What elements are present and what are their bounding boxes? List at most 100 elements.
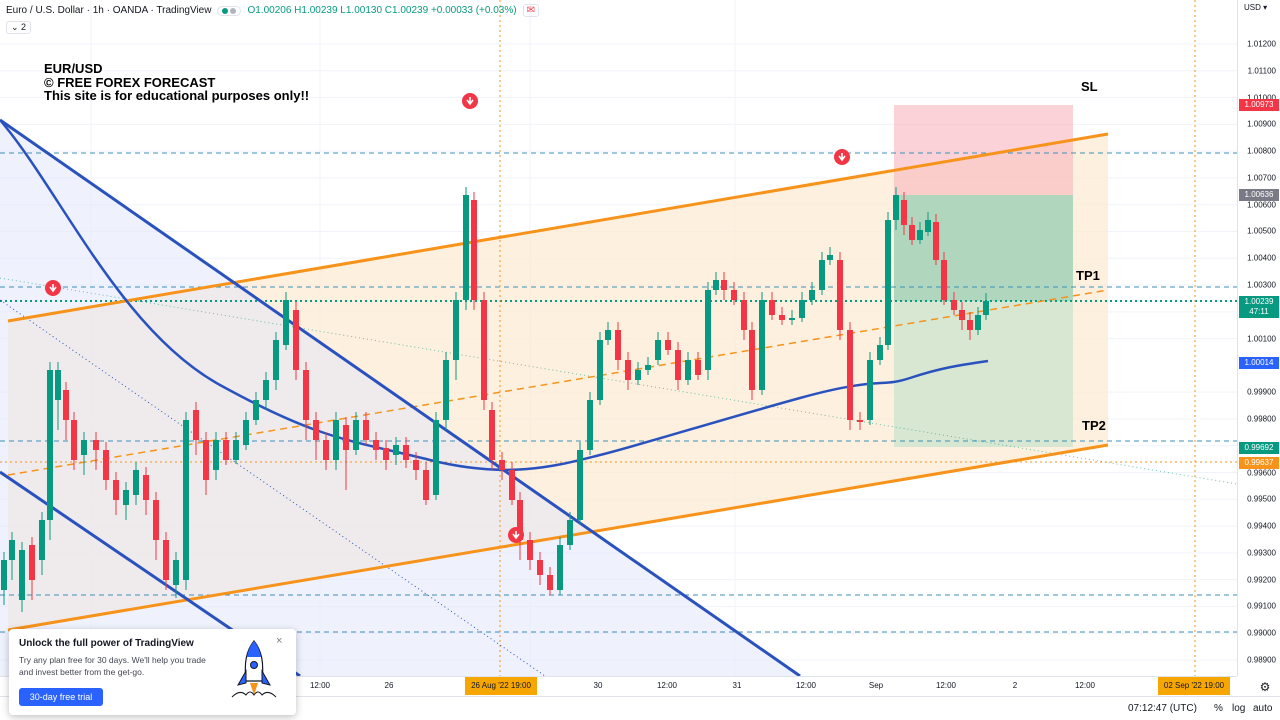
current-price-value: 1.00239 xyxy=(1244,297,1274,306)
candle-body xyxy=(547,575,553,590)
utc-clock[interactable]: 07:12:47 (UTC) xyxy=(1128,703,1197,714)
collapse-indicators-button[interactable]: ⌄ 2 xyxy=(6,21,32,34)
candle-body xyxy=(827,255,833,260)
candle-body xyxy=(293,310,299,370)
time-tick: 12:00 xyxy=(795,681,817,690)
time-tick: 30 xyxy=(593,681,603,690)
candle-body xyxy=(809,290,815,300)
candle-body xyxy=(941,260,947,300)
status-dots[interactable] xyxy=(217,5,242,16)
candle-body xyxy=(423,470,429,500)
candle-body xyxy=(867,360,873,420)
channel-top-line xyxy=(7,132,1109,323)
close-icon[interactable]: × xyxy=(276,635,283,647)
symbol-title[interactable]: Euro / U.S. Dollar · 1h · OANDA · Tradin… xyxy=(6,5,212,16)
chart-legend: Euro / U.S. Dollar · 1h · OANDA · Tradin… xyxy=(6,4,539,17)
data-status-icon xyxy=(230,7,237,14)
sell-arrow-glyph xyxy=(466,97,474,106)
candle-body xyxy=(537,560,543,575)
candle-body xyxy=(877,345,883,360)
candle-body xyxy=(933,222,939,260)
candle-body xyxy=(713,280,719,290)
sl-label: SL xyxy=(1081,79,1098,94)
currency-selector[interactable]: USD ▾ xyxy=(1244,3,1268,12)
candle-body xyxy=(273,340,279,380)
candle-body xyxy=(413,460,419,470)
popup-title: Unlock the full power of TradingView xyxy=(19,638,194,649)
candle-body xyxy=(263,380,269,400)
time-tick: 31 xyxy=(732,681,742,690)
tp2-price-tag: 0.99692 xyxy=(1239,442,1279,454)
candle-body xyxy=(453,300,459,360)
candle-body xyxy=(741,300,747,330)
price-tick: 0.99600 xyxy=(1247,468,1276,478)
candle-body xyxy=(163,540,169,580)
candle-body xyxy=(857,420,863,422)
candle-body xyxy=(363,420,369,440)
candle-body xyxy=(153,500,159,540)
candle-body xyxy=(499,460,505,470)
market-open-icon xyxy=(222,7,229,14)
price-tick: 1.00300 xyxy=(1247,280,1276,290)
free-trial-button[interactable]: 30-day free trial xyxy=(19,688,103,706)
time-axis[interactable]: 12:00 2 12:00 Sep 12:00 31 12:00 30 26 12:00 26 A… xyxy=(0,676,1237,696)
candle-body xyxy=(749,330,755,390)
candle-body xyxy=(893,195,899,220)
candle-body xyxy=(471,200,477,300)
price-tick: 0.99000 xyxy=(1247,628,1276,638)
moving-average-line xyxy=(0,119,989,472)
orange-price-tag: 0.99637 xyxy=(1239,457,1279,469)
candle-body xyxy=(203,440,209,480)
candle-body xyxy=(63,390,69,420)
candle-body xyxy=(799,300,805,318)
candle-body xyxy=(527,540,533,560)
price-tick: 1.01200 xyxy=(1247,39,1276,49)
candle-body xyxy=(685,360,691,380)
gear-icon[interactable]: ⚙ xyxy=(1259,680,1271,694)
price-tick: 0.99400 xyxy=(1247,521,1276,531)
price-axis[interactable]: USD ▾ 1.01200 1.01100 1.01000 1.00900 1.0080… xyxy=(1237,0,1280,676)
candle-body xyxy=(323,440,329,460)
candle-body xyxy=(951,300,957,310)
candle-body xyxy=(605,330,611,340)
crosshair-time-tag-2: 02 Sep '22 19:00 xyxy=(1158,677,1230,695)
entry-price-tag: 1.00636 xyxy=(1239,189,1279,201)
candle-body xyxy=(655,340,661,360)
candle-body xyxy=(695,360,701,375)
candle-body xyxy=(123,490,129,505)
price-tick: 1.00800 xyxy=(1247,146,1276,156)
price-tick: 1.00700 xyxy=(1247,173,1276,183)
candle-body xyxy=(283,300,289,345)
price-tick: 0.99300 xyxy=(1247,548,1276,558)
candle-body xyxy=(819,260,825,290)
price-tick: 0.99500 xyxy=(1247,494,1276,504)
candle-body xyxy=(837,260,843,330)
candle-body xyxy=(967,320,973,330)
price-tick: 1.01000 xyxy=(1247,93,1276,103)
bell-icon[interactable]: ✉ xyxy=(522,4,539,17)
sell-arrow-glyph xyxy=(512,531,520,540)
candle-body xyxy=(925,220,931,232)
candle-body xyxy=(193,410,199,440)
candle-body xyxy=(143,475,149,500)
candle-body xyxy=(517,500,523,540)
auto-scale-button[interactable]: auto xyxy=(1253,703,1273,714)
candle-body xyxy=(705,290,711,370)
price-tick: 1.00100 xyxy=(1247,334,1276,344)
price-chart[interactable] xyxy=(0,0,1237,676)
candle-body xyxy=(393,445,399,455)
percent-scale-button[interactable]: % xyxy=(1214,703,1223,714)
annotation-line-3: This site is for educational purposes on… xyxy=(44,88,310,103)
crosshair-time-tag: 26 Aug '22 19:00 xyxy=(465,677,537,695)
price-tick: 0.99100 xyxy=(1247,601,1276,611)
candle-body xyxy=(769,300,775,315)
upgrade-popup: Unlock the full power of TradingView Try… xyxy=(9,629,296,715)
log-scale-button[interactable]: log xyxy=(1232,703,1246,714)
bar-countdown: 47:11 xyxy=(1249,307,1269,316)
candle-body xyxy=(885,220,891,345)
candle-body xyxy=(183,420,189,580)
time-tick: Sep xyxy=(868,681,884,690)
annotation-line-1: EUR/USD xyxy=(44,61,103,76)
candle-body xyxy=(731,290,737,300)
chart-annotation-text: EUR/USD © FREE FOREX FORECAST This site … xyxy=(44,62,309,103)
